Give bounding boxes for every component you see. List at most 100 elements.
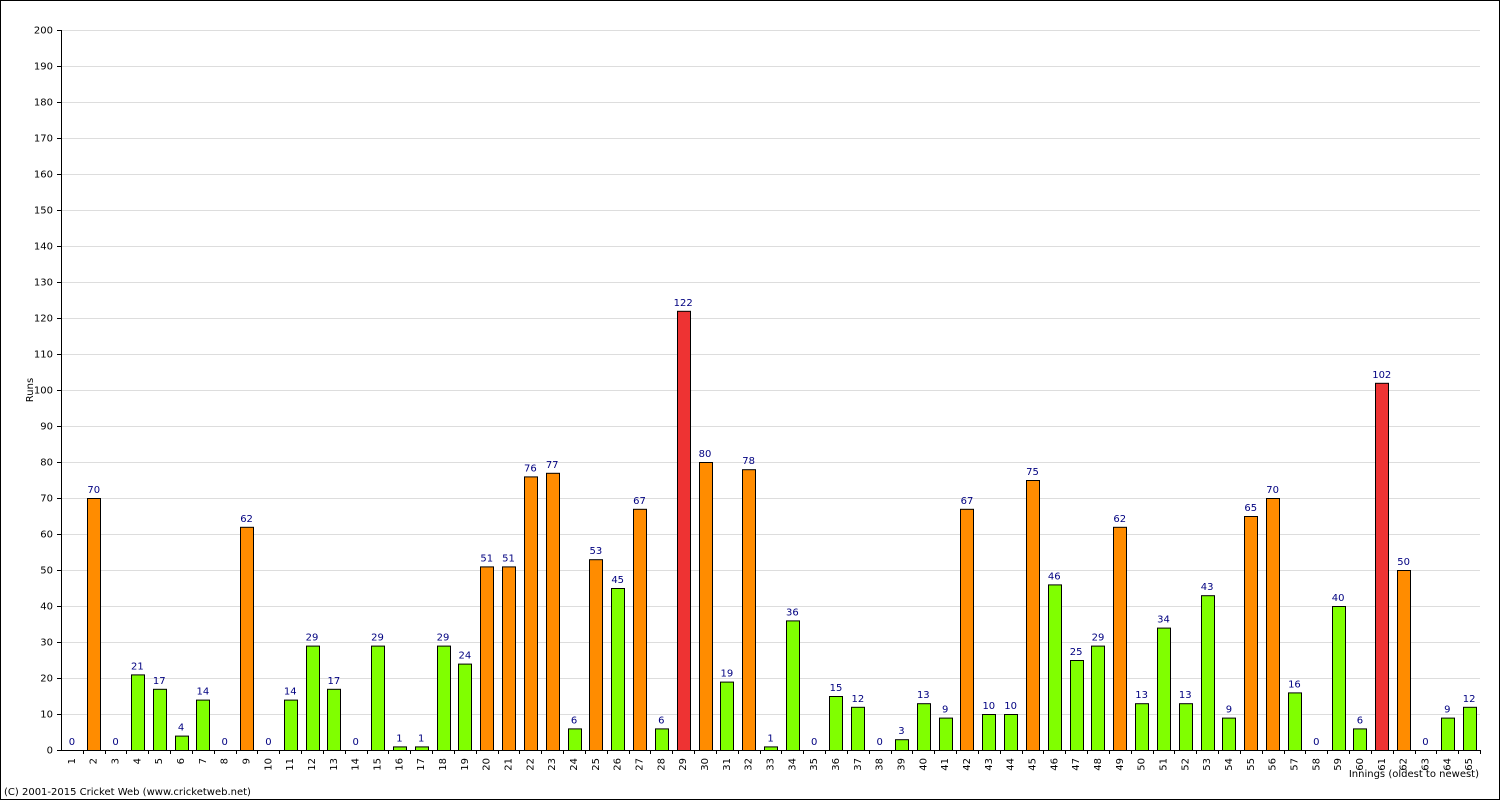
value-label: 50 (1397, 557, 1410, 568)
bar (917, 703, 931, 752)
bar (1397, 570, 1411, 751)
value-label: 1 (767, 733, 773, 744)
bar (939, 717, 953, 751)
x-tick-label: 7 (198, 758, 209, 764)
x-axis-label: Innings (oldest to newest) (1349, 769, 1479, 780)
y-tick-label: 30 (40, 638, 53, 649)
x-tick-label: 50 (1137, 758, 1148, 771)
value-label: 62 (240, 514, 253, 525)
value-label: 13 (1135, 690, 1148, 701)
x-tick-label: 27 (635, 758, 646, 771)
value-label: 0 (353, 737, 359, 748)
bar (415, 746, 429, 752)
y-tick-label: 110 (34, 350, 53, 361)
value-label: 1 (418, 733, 424, 744)
bar (437, 645, 451, 751)
x-tick-label: 34 (787, 758, 798, 771)
bar (633, 508, 647, 751)
bar (153, 688, 167, 751)
x-tick-label: 2 (89, 758, 100, 764)
value-label: 40 (1332, 593, 1345, 604)
x-tick-label: 16 (394, 758, 405, 771)
value-label: 29 (437, 633, 450, 644)
bar (1288, 692, 1302, 752)
bar (960, 508, 974, 751)
x-tick-label: 53 (1202, 758, 1213, 771)
value-label: 62 (1113, 514, 1126, 525)
bar (524, 476, 538, 751)
x-tick-label: 12 (307, 758, 318, 771)
value-label: 0 (811, 737, 817, 748)
x-tick-label: 35 (809, 758, 820, 771)
bar (306, 645, 320, 751)
value-label: 21 (131, 661, 144, 672)
y-tick-label: 80 (40, 458, 53, 469)
x-tick-label: 26 (613, 758, 624, 771)
x-tick-label: 28 (656, 758, 667, 771)
value-label: 24 (459, 651, 472, 662)
x-tick-label: 13 (329, 758, 340, 771)
bar (1026, 480, 1040, 751)
bar (240, 526, 254, 751)
bar (1201, 595, 1215, 752)
value-label: 1 (396, 733, 402, 744)
bar (546, 472, 560, 751)
x-tick-label: 8 (220, 758, 231, 764)
bar (87, 498, 101, 751)
y-tick-label: 40 (40, 602, 53, 613)
bar (699, 462, 713, 751)
x-tick-label: 5 (154, 758, 165, 764)
value-label: 19 (720, 669, 733, 680)
y-tick-label: 10 (40, 710, 53, 721)
x-tick-label: 18 (438, 758, 449, 771)
value-label: 51 (502, 553, 515, 564)
x-tick-label: 31 (722, 758, 733, 771)
value-label: 75 (1026, 467, 1039, 478)
value-label: 6 (658, 715, 664, 726)
y-tick-label: 120 (34, 314, 53, 325)
value-label: 51 (480, 553, 493, 564)
bar (1222, 717, 1236, 751)
x-tick-label: 30 (700, 758, 711, 771)
value-label: 14 (197, 687, 210, 698)
bar (1091, 645, 1105, 751)
y-axis-label: Runs (25, 378, 36, 402)
y-tick-label: 90 (40, 422, 53, 433)
value-label: 6 (1357, 715, 1363, 726)
y-tick-label: 170 (34, 134, 53, 145)
x-tick-label: 36 (831, 758, 842, 771)
bar (1157, 627, 1171, 751)
value-label: 15 (830, 683, 843, 694)
bar (786, 620, 800, 752)
x-tick-label: 32 (744, 758, 755, 771)
bar (764, 746, 778, 752)
bar (829, 696, 843, 751)
bar (1375, 382, 1389, 751)
x-tick-label: 43 (984, 758, 995, 771)
x-tick-label: 33 (766, 758, 777, 771)
y-tick-label: 140 (34, 242, 53, 253)
x-tick-label: 56 (1268, 758, 1279, 771)
bar (502, 566, 516, 752)
x-tick-label: 20 (482, 758, 493, 771)
value-label: 70 (1266, 485, 1279, 496)
value-label: 10 (982, 701, 995, 712)
x-tick-label: 6 (176, 758, 187, 764)
bar (677, 310, 691, 751)
bar (720, 681, 734, 751)
value-label: 6 (571, 715, 577, 726)
value-label: 0 (1313, 737, 1319, 748)
x-tick-label: 52 (1180, 758, 1191, 771)
y-tick-label: 200 (34, 26, 53, 37)
bar (1113, 526, 1127, 751)
value-label: 77 (546, 460, 559, 471)
x-tick-label: 39 (896, 758, 907, 771)
x-tick-label: 10 (263, 758, 274, 771)
value-label: 3 (898, 726, 904, 737)
y-tick-label: 0 (47, 746, 53, 757)
x-tick-label: 11 (285, 758, 296, 771)
y-tick-label: 180 (34, 98, 53, 109)
bar (1332, 606, 1346, 751)
value-label: 0 (69, 737, 75, 748)
